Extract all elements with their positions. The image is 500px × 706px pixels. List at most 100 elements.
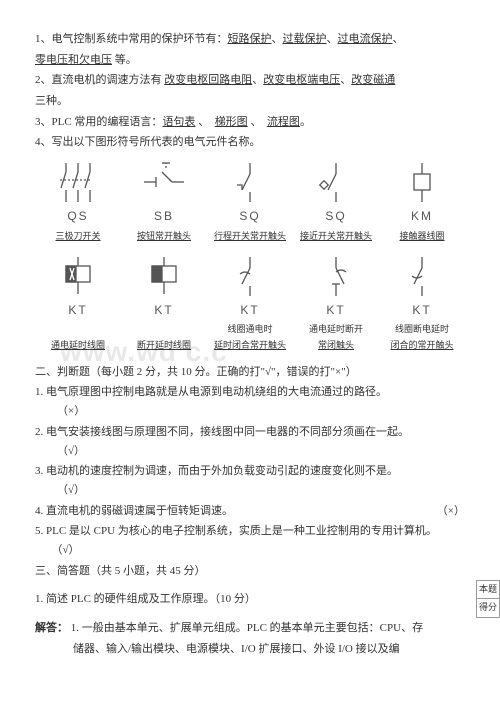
q1-a4: 零电压和欠电压: [35, 54, 112, 66]
j4-ans: （×）: [437, 502, 465, 521]
sq1-label: SQ: [239, 206, 260, 226]
km-icon: [392, 160, 452, 205]
judge-4: 4. 直流电机的弱磁调速属于恒转矩调速。 （×）: [35, 502, 465, 521]
q2-a3: 改变磁通: [351, 74, 395, 86]
kt4-label: KT: [326, 300, 345, 320]
q1-a1: 短路保护: [228, 33, 272, 45]
q3-prefix: 3、PLC 常用的编程语言：: [35, 116, 162, 128]
q1-line1: 1、电气控制系统中常用的保护环节有：短路保护、过载保护、过电流保护、: [35, 30, 465, 49]
j1-n: 1.: [35, 386, 43, 398]
q1-suffix: 等。: [112, 54, 137, 66]
desc2b-4: 闭合的常开触头: [379, 338, 465, 353]
desc2a-3: 通电延时断开: [293, 322, 379, 337]
j4-t: 直流电机的弱磁调速属于恒转矩调速。: [46, 505, 233, 517]
j4-n: 4.: [35, 505, 43, 517]
desc2a-0: [35, 322, 121, 337]
desc-row-1: 三极刀开关 按钮常开触头 行程开关常开触头 接近开关常开触头 接触器线圈: [35, 229, 465, 244]
symbol-kt1: KT: [35, 254, 121, 320]
sq1-icon: [220, 160, 280, 205]
q3-s1: 、: [195, 116, 214, 128]
desc2b-0: 通电延时线圈: [35, 338, 121, 353]
symbol-km: KM: [379, 160, 465, 226]
symbol-kt5: KT: [379, 254, 465, 320]
q3-line: 3、PLC 常用的编程语言：语句表 、 梯形图 、 流程图。: [35, 113, 465, 132]
kt1-icon: [48, 254, 108, 299]
j1-ans: （×）: [35, 402, 465, 421]
score-l1: 本题: [477, 581, 499, 599]
qs-label: QS: [67, 206, 88, 226]
kt1-label: KT: [68, 300, 87, 320]
sb-icon: [134, 160, 194, 205]
score-box: 本题 得分: [476, 580, 500, 618]
sb-label: SB: [154, 206, 174, 226]
symbol-row-1: QS SB: [35, 160, 465, 226]
symbol-sb: SB: [121, 160, 207, 226]
ans1: 1. 一般由基本单元、扩展单元组成。PLC 的基本单元主要包括：CPU、存: [71, 622, 423, 634]
desc-row-2a: 线圈通电时 通电延时断开 线圈断电延时: [35, 322, 465, 337]
q1-s2: 、: [327, 33, 338, 45]
q1-a2: 过载保护: [283, 33, 327, 45]
q1-a3: 过电流保护: [338, 33, 393, 45]
q1-s1: 、: [272, 33, 283, 45]
q3-a2: 梯形图: [215, 116, 248, 128]
kt2-label: KT: [154, 300, 173, 320]
j1-t: 电气原理图中控制电路就是从电源到电动机绕组的大电流通过的路径。: [46, 386, 387, 398]
q4-line: 4、写出以下图形符号所代表的电气元件名称。: [35, 133, 465, 152]
q3-suffix: 。: [300, 116, 311, 128]
judge-2: 2. 电气安装接线图与原理图不同，接线图中同一电器的不同部分须画在一起。 （√）: [35, 423, 465, 460]
answer-line2: 储器、输入/输出模块、电源模块、I/O 扩展接口、外设 I/O 接以及编: [35, 640, 465, 659]
symbol-sq1: SQ: [207, 160, 293, 226]
sq2-icon: [306, 160, 366, 205]
desc2b-2: 延时闭合常开触头: [207, 338, 293, 353]
answer-line1: 解答： 1. 一般由基本单元、扩展单元组成。PLC 的基本单元主要包括：CPU、…: [35, 619, 465, 638]
kt5-icon: [392, 254, 452, 299]
q2-a2: 改变电枢端电压: [263, 74, 340, 86]
desc1-4: 接触器线圈: [379, 229, 465, 244]
kt5-label: KT: [412, 300, 431, 320]
symbol-kt4: KT: [293, 254, 379, 320]
j5-t: PLC 是以 CPU 为核心的电子控制系统，实质上是一种工业控制用的专用计算机。: [46, 525, 437, 537]
j3-n: 3.: [35, 465, 43, 477]
section3-title: 三、简答题（共 5 小题，共 45 分）: [35, 562, 465, 581]
desc2a-2: 线圈通电时: [207, 322, 293, 337]
page-content: 1、电气控制系统中常用的保护环节有：短路保护、过载保护、过电流保护、 零电压和欠…: [35, 30, 465, 658]
j3-ans: （√）: [35, 481, 465, 500]
section2-title: 二、判断题（每小题 2 分，共 10 分。正确的打"√"，错误的打"×"）: [35, 363, 465, 382]
desc2b-1: 断开延时线圈: [121, 338, 207, 353]
symbol-sq2: SQ: [293, 160, 379, 226]
q1-s3: 、: [393, 33, 404, 45]
kt2-icon: [134, 254, 194, 299]
q2-a1: 改变电枢回路电阻: [164, 74, 252, 86]
q2-s1: 、: [252, 74, 263, 86]
j2-t: 电气安装接线图与原理图不同，接线图中同一电器的不同部分须画在一起。: [46, 426, 409, 438]
judge-5: 5. PLC 是以 CPU 为核心的电子控制系统，实质上是一种工业控制用的专用计…: [35, 522, 465, 559]
kt4-icon: [306, 254, 366, 299]
km-label: KM: [411, 206, 433, 226]
q3-s2: 、: [248, 116, 267, 128]
desc1-2: 行程开关常开触头: [207, 229, 293, 244]
j2-n: 2.: [35, 426, 43, 438]
judge-1: 1. 电气原理图中控制电路就是从电源到电动机绕组的大电流通过的路径。 （×）: [35, 383, 465, 420]
sq2-label: SQ: [325, 206, 346, 226]
j5-ans: （√）: [52, 544, 80, 556]
q1-prefix: 1、电气控制系统中常用的保护环节有：: [35, 33, 228, 45]
desc2b-3: 常闭触头: [293, 338, 379, 353]
symbol-kt2: KT: [121, 254, 207, 320]
kt3-icon: [220, 254, 280, 299]
q3-a3: 流程图: [267, 116, 300, 128]
q2-line1: 2、直流电机的调速方法有 改变电枢回路电阻、改变电枢端电压、改变磁通: [35, 71, 465, 90]
q3-1: 1. 简述 PLC 的硬件组成及工作原理。（10 分）: [35, 590, 465, 609]
j5-n: 5.: [35, 525, 43, 537]
desc1-0: 三极刀开关: [35, 229, 121, 244]
desc1-3: 接近开关常开触头: [293, 229, 379, 244]
q2-prefix: 2、直流电机的调速方法有: [35, 74, 164, 86]
qs-icon: [48, 160, 108, 205]
q3-a1: 语句表: [162, 116, 195, 128]
desc2a-1: [121, 322, 207, 337]
q1-line2: 零电压和欠电压 等。: [35, 51, 465, 70]
kt3-label: KT: [240, 300, 259, 320]
score-l2: 得分: [477, 599, 499, 616]
j3-t: 电动机的速度控制为调速，而由于外加负载变动引起的速度变化则不是。: [46, 465, 398, 477]
symbol-kt3: KT: [207, 254, 293, 320]
desc2a-4: 线圈断电延时: [379, 322, 465, 337]
